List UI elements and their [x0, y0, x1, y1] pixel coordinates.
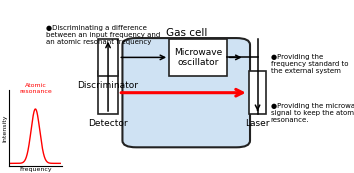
Text: Laser: Laser	[245, 119, 270, 128]
Text: ●Providing the microwave
signal to keep the atomic
resonance.: ●Providing the microwave signal to keep …	[270, 103, 354, 123]
X-axis label: Frequency: Frequency	[19, 167, 52, 172]
Text: Gas cell: Gas cell	[166, 28, 207, 38]
Text: Atomic
resonance: Atomic resonance	[19, 83, 52, 94]
Text: ●Providing the
frequency standard to
the external system: ●Providing the frequency standard to the…	[270, 54, 348, 74]
Text: ●Discriminating a difference
between an input frequency and
an atomic resonant f: ●Discriminating a difference between an …	[46, 25, 160, 45]
Text: Discriminator: Discriminator	[78, 81, 138, 90]
Text: Detector: Detector	[88, 119, 128, 128]
FancyBboxPatch shape	[122, 38, 250, 147]
Text: Microwave
oscillator: Microwave oscillator	[174, 48, 222, 67]
Bar	[98, 39, 118, 76]
Bar	[98, 71, 118, 114]
Y-axis label: Intensity: Intensity	[2, 114, 7, 142]
Bar	[249, 71, 267, 114]
Bar	[169, 39, 227, 76]
